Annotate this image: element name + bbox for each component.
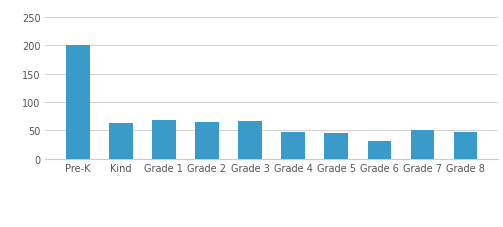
Legend: Grades: Grades — [234, 222, 309, 227]
Bar — [109, 123, 133, 159]
Bar — [368, 141, 391, 159]
Bar — [238, 122, 262, 159]
Bar — [454, 132, 477, 159]
Bar — [152, 121, 176, 159]
Bar — [324, 133, 348, 159]
Bar — [281, 132, 305, 159]
Bar — [195, 123, 219, 159]
Bar — [66, 46, 90, 159]
Bar — [410, 131, 434, 159]
